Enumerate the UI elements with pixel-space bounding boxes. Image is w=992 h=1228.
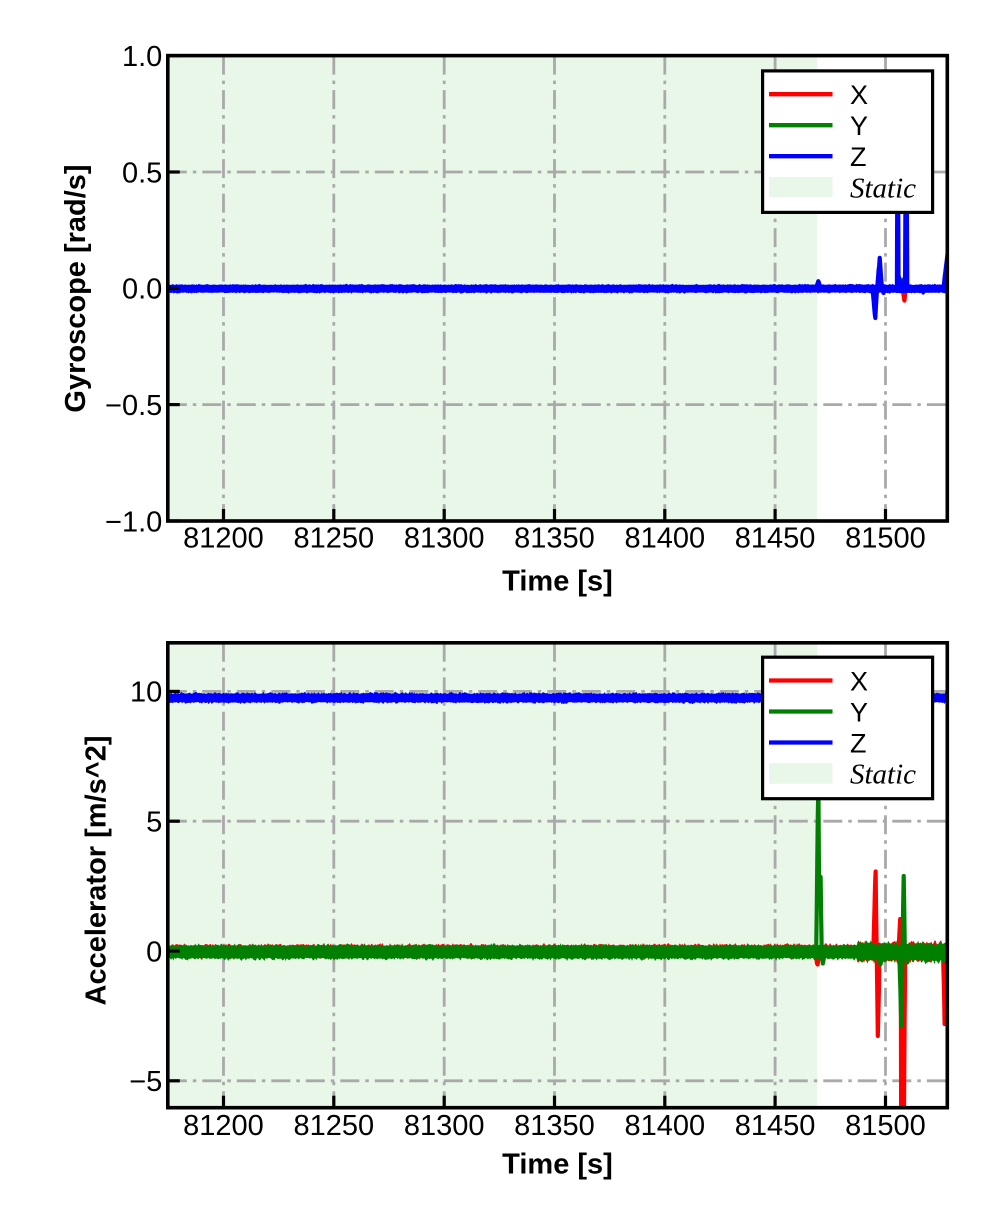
svg-text:0: 0 bbox=[146, 936, 162, 968]
svg-text:−5: −5 bbox=[129, 1066, 162, 1098]
svg-text:81500: 81500 bbox=[845, 1110, 926, 1142]
svg-text:Z: Z bbox=[850, 142, 867, 172]
svg-text:Gyroscope [rad/s]: Gyroscope [rad/s] bbox=[60, 164, 92, 412]
svg-text:X: X bbox=[850, 667, 868, 697]
svg-text:−1.0: −1.0 bbox=[105, 506, 162, 538]
svg-text:81350: 81350 bbox=[514, 523, 595, 555]
svg-text:5: 5 bbox=[146, 807, 162, 839]
svg-text:0.5: 0.5 bbox=[122, 157, 162, 189]
svg-text:X: X bbox=[850, 80, 868, 110]
svg-text:81200: 81200 bbox=[183, 523, 264, 555]
svg-text:0.0: 0.0 bbox=[122, 274, 162, 306]
svg-text:Accelerator [m/s^2]: Accelerator [m/s^2] bbox=[81, 736, 113, 1006]
svg-text:81400: 81400 bbox=[624, 1110, 705, 1142]
svg-text:81200: 81200 bbox=[183, 1110, 264, 1142]
svg-text:81350: 81350 bbox=[514, 1110, 595, 1142]
svg-text:Z: Z bbox=[850, 729, 867, 759]
svg-text:81300: 81300 bbox=[404, 523, 485, 555]
svg-text:81500: 81500 bbox=[845, 523, 926, 555]
svg-text:Time [s]: Time [s] bbox=[502, 1149, 613, 1181]
svg-text:81400: 81400 bbox=[624, 523, 705, 555]
svg-text:Static: Static bbox=[850, 759, 916, 791]
svg-text:81450: 81450 bbox=[735, 1110, 816, 1142]
svg-text:1.0: 1.0 bbox=[122, 41, 162, 73]
svg-text:Y: Y bbox=[850, 698, 868, 728]
svg-text:81450: 81450 bbox=[735, 523, 816, 555]
svg-text:Y: Y bbox=[850, 111, 868, 141]
svg-text:−0.5: −0.5 bbox=[105, 390, 162, 422]
svg-text:Time [s]: Time [s] bbox=[502, 566, 613, 598]
svg-text:81250: 81250 bbox=[293, 1110, 374, 1142]
svg-text:81250: 81250 bbox=[293, 523, 374, 555]
svg-text:10: 10 bbox=[130, 677, 162, 709]
svg-text:Static: Static bbox=[850, 172, 916, 204]
svg-text:81300: 81300 bbox=[404, 1110, 485, 1142]
